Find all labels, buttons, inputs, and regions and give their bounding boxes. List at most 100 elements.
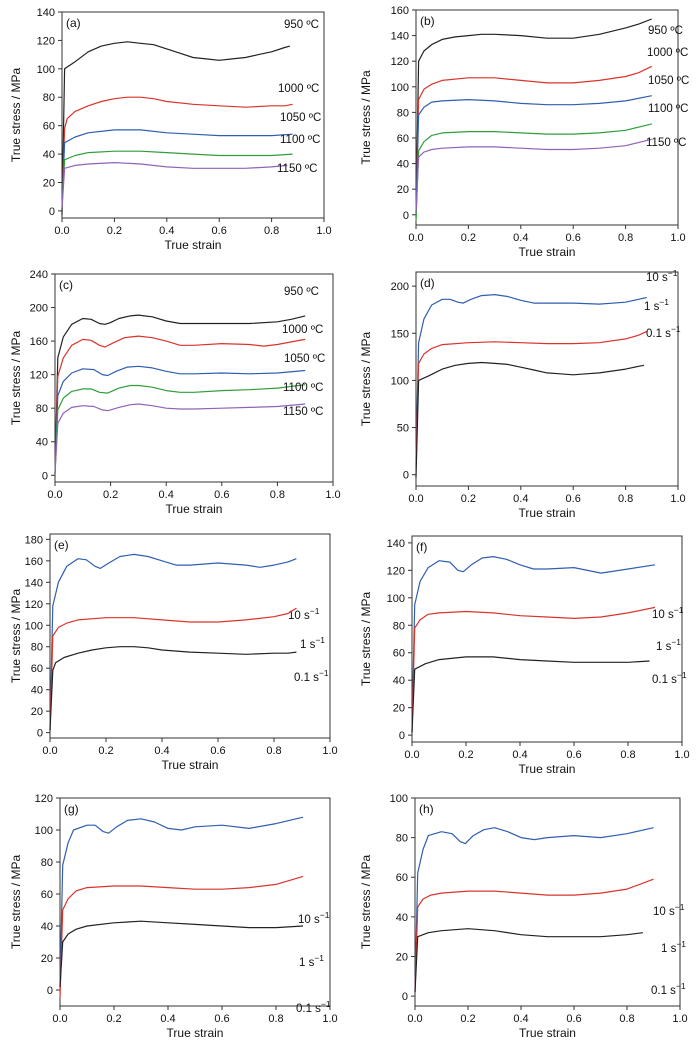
series-line bbox=[414, 878, 654, 993]
series-label-text: 10 s bbox=[652, 609, 674, 621]
y-tick-label: 80 bbox=[43, 92, 55, 104]
y-axis-title: True stress / MPa bbox=[9, 331, 23, 426]
chart-panel-h: 0.0 0.2 0.4 0.6 0.8 1.0 0 20 40 60 80 100 True strai… bbox=[359, 793, 688, 1040]
y-tick-label: 180 bbox=[25, 534, 43, 546]
series-line bbox=[54, 314, 306, 474]
series-line bbox=[415, 65, 653, 213]
y-tick-label: 20 bbox=[393, 703, 405, 715]
y-tick-label: 120 bbox=[387, 565, 405, 577]
y-tick-label: 140 bbox=[387, 538, 405, 550]
series-line bbox=[59, 875, 304, 999]
x-tick-label: 0.0 bbox=[407, 1013, 422, 1025]
x-tick-label: 0.6 bbox=[210, 745, 225, 757]
panel-f: 0.0 0.2 0.4 0.6 0.8 1.0 0 20 40 60 80 100 120 140 True… bbox=[350, 524, 700, 786]
y-tick-label: 20 bbox=[396, 951, 408, 963]
y-tick-label: 20 bbox=[43, 177, 55, 189]
y-tick-label: 60 bbox=[397, 133, 409, 145]
x-tick-label: 1.0 bbox=[316, 225, 331, 237]
panel-tag: (e) bbox=[54, 538, 69, 552]
y-tick-label: 120 bbox=[35, 793, 53, 805]
series-line bbox=[54, 403, 306, 474]
x-tick-label: 0.8 bbox=[268, 1013, 283, 1025]
y-tick-label: 100 bbox=[387, 593, 405, 605]
y-axis-title: True stress / MPa bbox=[9, 589, 23, 684]
y-tick-label: 0 bbox=[37, 728, 43, 740]
x-tick-label: 0.4 bbox=[513, 232, 528, 244]
y-tick-label: 60 bbox=[43, 121, 55, 133]
series-label: 0.1 s−1 bbox=[651, 981, 686, 997]
y-tick-label: 160 bbox=[25, 556, 43, 568]
panel-tag: (c) bbox=[59, 278, 73, 292]
chart-panel-a: 0.0 0.2 0.4 0.6 0.8 1.0 0 20 40 60 80 100 120 140 True… bbox=[9, 7, 332, 252]
y-tick-label: 20 bbox=[41, 953, 53, 965]
y-axis-title: True stress / MPa bbox=[9, 855, 23, 950]
panel-tag: (h) bbox=[419, 802, 434, 816]
y-tick-label: 100 bbox=[37, 64, 55, 76]
x-axis-title: True strain bbox=[166, 502, 223, 516]
series-line bbox=[415, 123, 652, 222]
x-tick-label: 0.2 bbox=[106, 1013, 121, 1025]
x-tick-label: 0.4 bbox=[513, 1013, 528, 1025]
series-line bbox=[61, 96, 293, 209]
series-label: 950 ºC bbox=[284, 286, 319, 298]
x-tick-label: 0.0 bbox=[42, 745, 57, 757]
y-tick-label: 80 bbox=[397, 107, 409, 119]
series-label: 1000 ºC bbox=[278, 83, 319, 95]
panel-g: 0.0 0.2 0.4 0.6 0.8 1.0 0 20 40 60 80 100 120 True st… bbox=[0, 786, 350, 1049]
x-tick-label: 0.6 bbox=[212, 225, 227, 237]
x-tick-label: 1.0 bbox=[672, 1013, 687, 1025]
plot-frame bbox=[59, 797, 331, 1007]
series-line bbox=[415, 361, 645, 478]
series-label-superscript: −1 bbox=[668, 268, 678, 278]
plot-frame bbox=[49, 533, 331, 739]
series-label-text: 1 s bbox=[300, 639, 316, 651]
y-tick-label: 0 bbox=[47, 985, 53, 997]
series-label-superscript: −1 bbox=[310, 606, 320, 616]
series-label-text: 10 s bbox=[288, 610, 310, 622]
series-label: 10 s−1 bbox=[646, 268, 678, 284]
series-line bbox=[61, 150, 293, 209]
x-tick-label: 0.2 bbox=[98, 745, 113, 757]
series-line bbox=[411, 656, 650, 733]
y-tick-label: 150 bbox=[391, 328, 409, 340]
plot-frame bbox=[54, 273, 334, 483]
series-line bbox=[415, 294, 647, 461]
x-tick-label: 0.8 bbox=[264, 225, 279, 237]
x-tick-label: 1.0 bbox=[674, 749, 689, 761]
x-tick-label: 0.8 bbox=[266, 745, 281, 757]
y-tick-label: 0 bbox=[399, 730, 405, 742]
plot-frame bbox=[415, 271, 679, 487]
series-line bbox=[61, 162, 288, 209]
x-axis-title: True strain bbox=[165, 238, 222, 252]
y-tick-label: 60 bbox=[31, 663, 43, 675]
panel-tag: (g) bbox=[64, 802, 79, 816]
y-tick-label: 100 bbox=[25, 620, 43, 632]
series-label: 1150 ºC bbox=[277, 163, 317, 175]
panel-c: 0.0 0.2 0.4 0.6 0.8 1.0 0 40 80 120 160 200 240 True … bbox=[0, 262, 350, 524]
y-axis-title: True stress / MPa bbox=[359, 70, 373, 165]
series-label: 10 s−1 bbox=[653, 902, 685, 918]
y-tick-label: 0 bbox=[42, 470, 48, 482]
panel-b: 0.0 0.2 0.4 0.6 0.8 1.0 0 20 40 60 80 100 120 140 160 T… bbox=[350, 0, 700, 262]
y-tick-label: 140 bbox=[25, 577, 43, 589]
series-label: 1050 ºC bbox=[284, 353, 325, 365]
panel-d: 0.0 0.2 0.4 0.6 0.8 1.0 0 50 100 150 200 True strai… bbox=[350, 262, 700, 524]
x-tick-label: 1.0 bbox=[670, 232, 685, 244]
x-tick-label: 0.4 bbox=[512, 749, 527, 761]
series-line bbox=[59, 920, 304, 987]
x-axis-title: True strain bbox=[519, 506, 576, 520]
series-label-text: 0.1 s bbox=[296, 1003, 321, 1015]
series-label-superscript: −1 bbox=[675, 902, 685, 912]
series-label-text: 1 s bbox=[644, 301, 660, 313]
y-tick-label: 80 bbox=[41, 857, 53, 869]
x-tick-label: 0.2 bbox=[458, 749, 473, 761]
x-tick-label: 0.6 bbox=[566, 493, 581, 505]
y-tick-label: 60 bbox=[41, 889, 53, 901]
y-tick-label: 80 bbox=[36, 403, 48, 415]
x-axis-title: True strain bbox=[162, 758, 219, 772]
series-line bbox=[415, 138, 652, 213]
series-label-superscript: −1 bbox=[314, 953, 324, 963]
panel-tag: (d) bbox=[420, 276, 435, 290]
series-label-superscript: −1 bbox=[319, 668, 329, 678]
